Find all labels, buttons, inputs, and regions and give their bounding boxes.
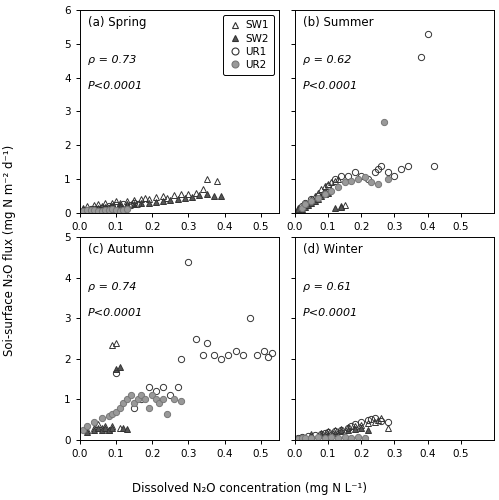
Text: P<0.0001: P<0.0001 <box>303 81 358 91</box>
Legend: SW1, SW2, UR1, UR2: SW1, SW2, UR1, UR2 <box>223 15 274 75</box>
Text: Dissolved N₂O concentration (mg N L⁻¹): Dissolved N₂O concentration (mg N L⁻¹) <box>132 482 367 495</box>
Text: ρ = 0.73: ρ = 0.73 <box>88 54 136 64</box>
Text: P<0.0001: P<0.0001 <box>303 308 358 318</box>
Text: (c) Autumn: (c) Autumn <box>88 244 154 256</box>
Text: ρ = 0.62: ρ = 0.62 <box>303 54 351 64</box>
Text: Soi-surface N₂O flux (mg N m⁻² d⁻¹): Soi-surface N₂O flux (mg N m⁻² d⁻¹) <box>3 144 16 356</box>
Text: ρ = 0.61: ρ = 0.61 <box>303 282 351 292</box>
Text: (a) Spring: (a) Spring <box>88 16 146 29</box>
Text: P<0.0001: P<0.0001 <box>88 308 143 318</box>
Text: P<0.0001: P<0.0001 <box>88 81 143 91</box>
Text: (d) Winter: (d) Winter <box>303 244 363 256</box>
Text: ρ = 0.74: ρ = 0.74 <box>88 282 136 292</box>
Text: (b) Summer: (b) Summer <box>303 16 373 29</box>
